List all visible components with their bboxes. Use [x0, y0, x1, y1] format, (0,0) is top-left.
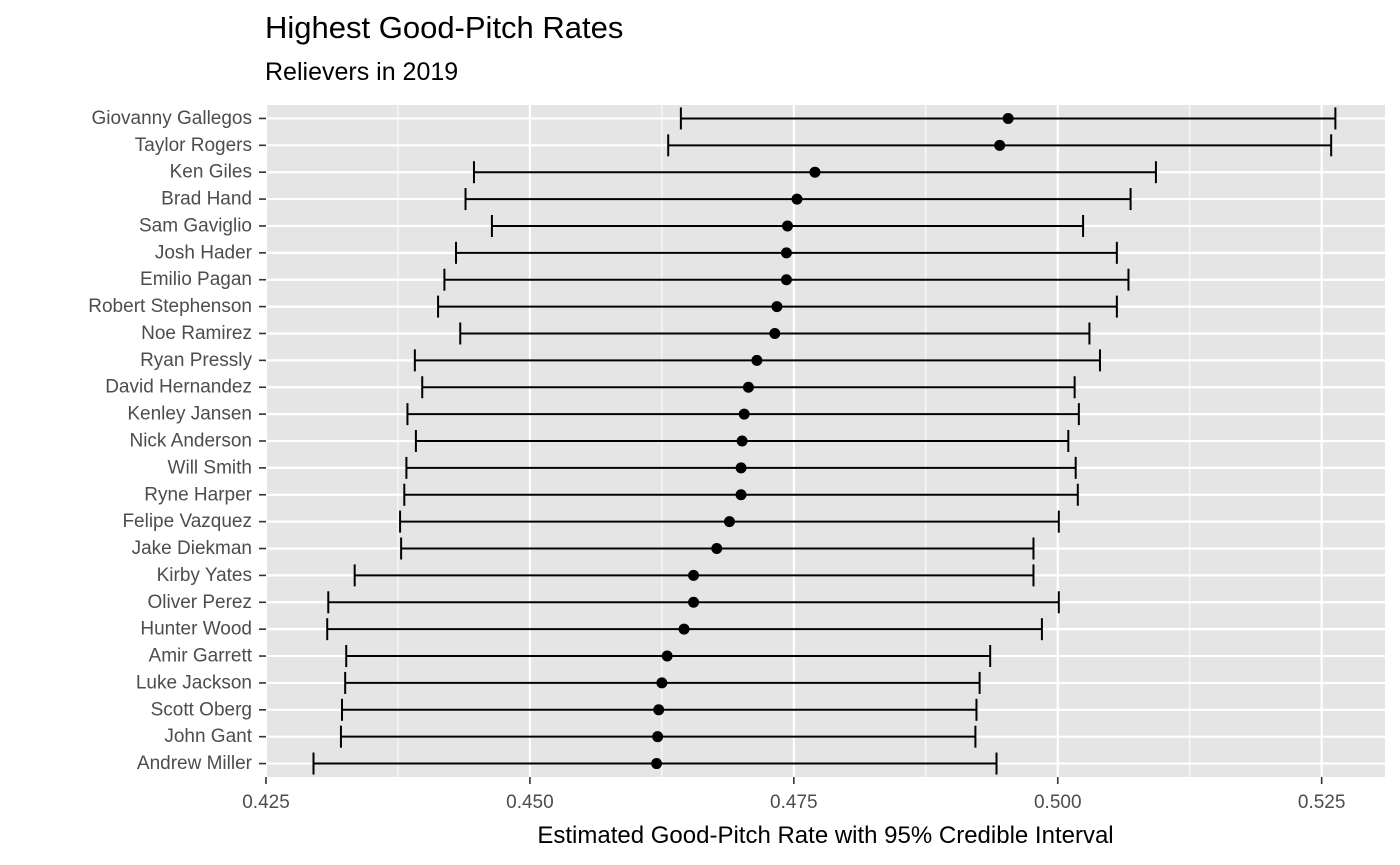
y-tick-label: Andrew Miller — [137, 753, 253, 774]
chart-subtitle: Relievers in 2019 — [265, 58, 459, 86]
estimate-point — [742, 381, 754, 393]
y-tick-label: Amir Garrett — [149, 646, 253, 667]
y-axis: Giovanny Gallegos Taylor Rogers Ken Giles B… — [88, 108, 266, 774]
interval-row — [344, 671, 981, 694]
y-tick-label: Hunter Wood — [140, 619, 252, 640]
interval-row — [399, 510, 1060, 533]
y-tick-label: John Gant — [164, 726, 252, 747]
interval-row — [403, 483, 1079, 506]
interval-row — [406, 403, 1080, 426]
interval-row — [437, 295, 1118, 318]
estimate-point — [809, 166, 821, 178]
interval-row — [679, 107, 1337, 130]
estimate-point — [738, 408, 750, 420]
estimate-point — [653, 704, 665, 716]
interval-row — [472, 161, 1157, 184]
estimate-point — [652, 731, 664, 743]
y-tick-label: Will Smith — [168, 457, 252, 478]
y-tick-label: Scott Oberg — [151, 699, 252, 720]
estimate-point — [771, 301, 783, 313]
y-tick-label: Oliver Perez — [147, 592, 252, 613]
y-tick-label: Brad Hand — [161, 189, 252, 210]
y-tick-label: Kirby Yates — [157, 565, 252, 586]
estimate-point — [994, 139, 1006, 151]
interval-row — [353, 564, 1035, 587]
interval-marks — [312, 107, 1337, 775]
interval-row — [443, 268, 1130, 291]
estimate-point — [723, 516, 735, 528]
interval-row — [459, 322, 1091, 345]
estimate-point — [735, 489, 747, 501]
interval-row — [339, 725, 977, 748]
estimate-point — [780, 247, 792, 259]
x-tick-label: 0.500 — [1034, 792, 1082, 813]
x-tick-label: 0.525 — [1298, 792, 1346, 813]
x-tick-label: 0.450 — [506, 792, 554, 813]
estimate-point — [736, 435, 748, 447]
interval-row — [400, 537, 1035, 560]
interval-row — [405, 456, 1077, 479]
estimate-point — [780, 274, 792, 286]
estimate-point — [678, 623, 690, 635]
interval-row — [414, 430, 1070, 452]
y-tick-label: Nick Anderson — [129, 431, 252, 452]
interval-row — [455, 241, 1118, 264]
x-tick-label: 0.425 — [242, 792, 290, 813]
estimate-point — [781, 220, 793, 232]
chart-title: Highest Good-Pitch Rates — [265, 10, 624, 45]
y-tick-label: Taylor Rogers — [135, 135, 252, 156]
y-tick-label: Sam Gaviglio — [139, 215, 252, 236]
y-tick-label: Luke Jackson — [136, 672, 252, 693]
x-axis-title: Estimated Good-Pitch Rate with 95% Credi… — [537, 822, 1113, 849]
estimate-point — [688, 596, 700, 608]
y-tick-label: Ryne Harper — [144, 484, 252, 505]
interval-row — [667, 134, 1333, 157]
estimate-point — [656, 677, 668, 689]
interval-row — [413, 349, 1101, 372]
y-tick-label: Ryan Pressly — [140, 350, 252, 371]
y-tick-label: Jake Diekman — [132, 538, 252, 559]
interval-row — [341, 698, 978, 721]
y-tick-label: Noe Ramirez — [141, 323, 252, 344]
y-tick-label: Giovanny Gallegos — [91, 108, 252, 129]
y-tick-label: Emilio Pagan — [140, 269, 252, 290]
estimate-point — [651, 758, 663, 770]
y-tick-label: Robert Stephenson — [88, 296, 252, 317]
estimate-point — [751, 354, 763, 366]
x-tick-label: 0.475 — [770, 792, 818, 813]
y-tick-label: Kenley Jansen — [127, 404, 252, 425]
estimate-point — [688, 569, 700, 581]
estimate-point — [1002, 112, 1014, 124]
y-tick-label: David Hernandez — [105, 377, 252, 398]
estimate-point — [661, 650, 673, 662]
x-axis: 0.425 0.450 0.475 0.500 0.525 — [242, 777, 1345, 813]
interval-row — [326, 618, 1043, 641]
interval-row — [490, 214, 1085, 237]
interval-row — [327, 591, 1060, 614]
y-tick-label: Felipe Vazquez — [122, 511, 252, 532]
estimate-point — [711, 543, 723, 555]
y-tick-label: Ken Giles — [170, 162, 252, 183]
y-tick-label: Josh Hader — [155, 242, 253, 263]
estimate-point — [735, 462, 747, 474]
estimate-point — [769, 327, 781, 339]
estimate-point — [791, 193, 803, 205]
interval-row — [312, 752, 998, 775]
interval-row — [421, 376, 1076, 399]
interval-row — [464, 188, 1132, 211]
interval-row — [345, 645, 992, 668]
